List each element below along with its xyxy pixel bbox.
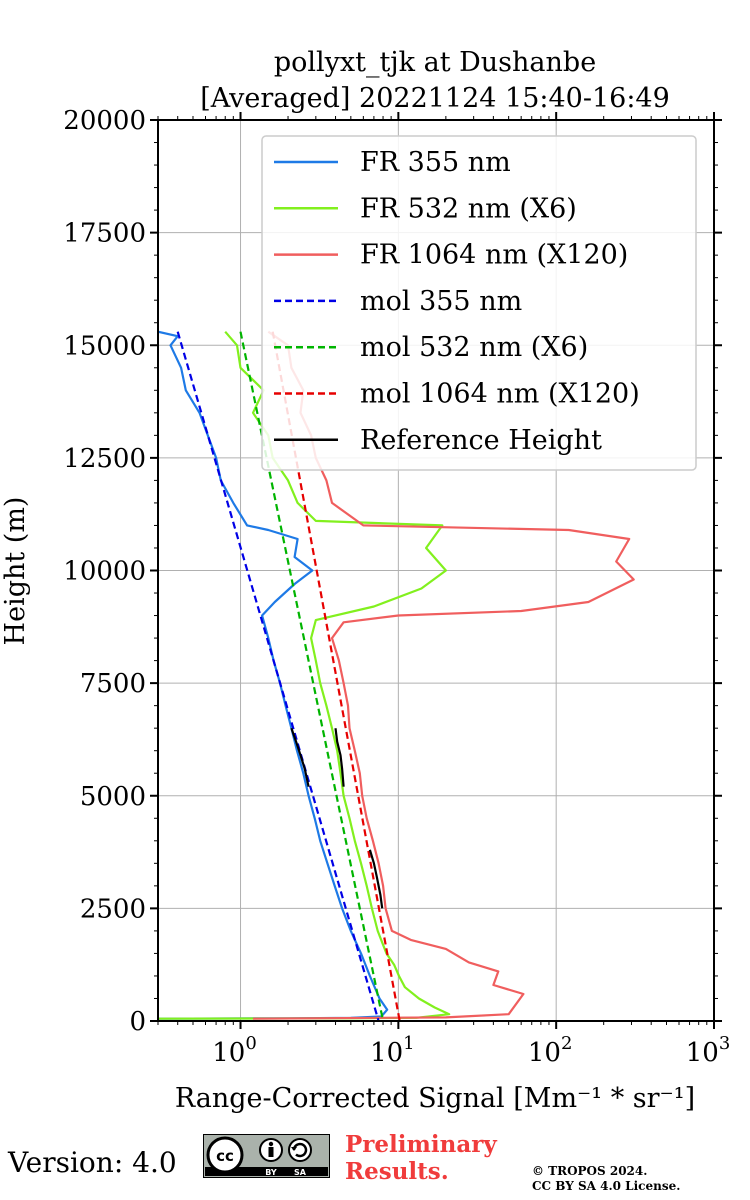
y-tick-label: 15000 <box>63 331 146 361</box>
legend-entry-label: mol 1064 nm (X120) <box>360 379 640 410</box>
series-line-reference-height <box>290 727 310 787</box>
y-tick-label: 0 <box>129 1007 146 1037</box>
copyright-line-2: CC BY SA 4.0 License. <box>532 1179 681 1193</box>
preliminary-line-2: Results. <box>345 1158 449 1185</box>
preliminary-notice: Preliminary Results. <box>345 1131 497 1185</box>
y-tick-label: 17500 <box>63 219 146 249</box>
sa-text: SA <box>294 1168 307 1177</box>
series-line-reference-height <box>334 728 345 787</box>
series-line-mol-355-nm <box>176 331 380 1021</box>
lidar-profile-chart: 100 101 102 103 0 2500 5000 7500 10000 12500 15000… <box>0 47 731 1114</box>
y-tick-label: 12500 <box>63 444 146 474</box>
x-tick-label: 102 <box>528 1033 573 1068</box>
legend-entry-label: mol 355 nm <box>360 286 522 317</box>
y-tick-label: 20000 <box>63 106 146 136</box>
x-tick-label: 101 <box>370 1033 415 1068</box>
copyright-line-1: © TROPOS 2024. <box>532 1164 648 1178</box>
y-tick-label: 2500 <box>80 894 146 924</box>
y-tick-label: 10000 <box>63 557 146 587</box>
x-tick-label: 100 <box>212 1033 257 1068</box>
cc-text: cc <box>216 1147 234 1165</box>
series-line-fr-1064-nm-x120- <box>252 330 635 1020</box>
x-axis-label: Range-Corrected Signal [Mm⁻¹ * sr⁻¹] <box>175 1083 695 1114</box>
preliminary-line-1: Preliminary <box>345 1131 497 1158</box>
legend-entry-label: mol 532 nm (X6) <box>360 332 588 363</box>
by-text: BY <box>265 1168 277 1177</box>
sa-share-icon <box>288 1138 312 1162</box>
legend-box <box>261 135 697 471</box>
cc-by-sa-badge: cc BY SA <box>203 1134 330 1178</box>
cc-icon <box>206 1136 244 1174</box>
copyright-notice: © TROPOS 2024. CC BY SA 4.0 License. <box>532 1164 680 1194</box>
series-line-mol-532-nm-x6- <box>239 331 385 1021</box>
x-tick-label: 103 <box>686 1033 731 1068</box>
chart-title-line-2: [Averaged] 20221124 15:40-16:49 <box>200 83 670 114</box>
y-axis-label: Height (m) <box>0 497 31 646</box>
y-tick-label: 5000 <box>80 782 146 812</box>
y-tick-label: 7500 <box>80 669 146 699</box>
legend-entry-label: FR 532 nm (X6) <box>360 193 577 224</box>
legend-entry-label: Reference Height <box>360 425 602 456</box>
chart-title-line-1: pollyxt_tjk at Dushanbe <box>274 47 596 78</box>
version-label: Version: 4.0 <box>8 1146 177 1179</box>
series-line-reference-height <box>368 849 384 909</box>
legend-entry-label: FR 1064 nm (X120) <box>360 240 628 271</box>
legend-entry-label: FR 355 nm <box>360 147 511 178</box>
